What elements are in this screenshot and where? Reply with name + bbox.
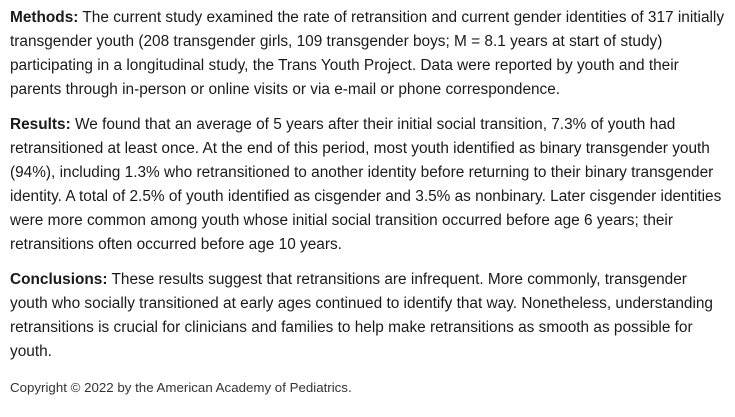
section-text: These results suggest that retransitions…: [10, 271, 713, 360]
section-label: Methods:: [10, 9, 79, 26]
section: Conclusions: These results suggest that …: [10, 268, 728, 364]
section-label: Results:: [10, 116, 71, 133]
section: Methods: The current study examined the …: [10, 6, 728, 102]
section: Results: We found that an average of 5 y…: [10, 113, 728, 257]
abstract: Methods: The current study examined the …: [10, 6, 728, 398]
section-text: We found that an average of 5 years afte…: [10, 116, 722, 253]
copyright: Copyright © 2022 by the American Academy…: [10, 380, 352, 395]
section-text: The current study examined the rate of r…: [10, 9, 725, 98]
section-label: Conclusions:: [10, 271, 108, 288]
